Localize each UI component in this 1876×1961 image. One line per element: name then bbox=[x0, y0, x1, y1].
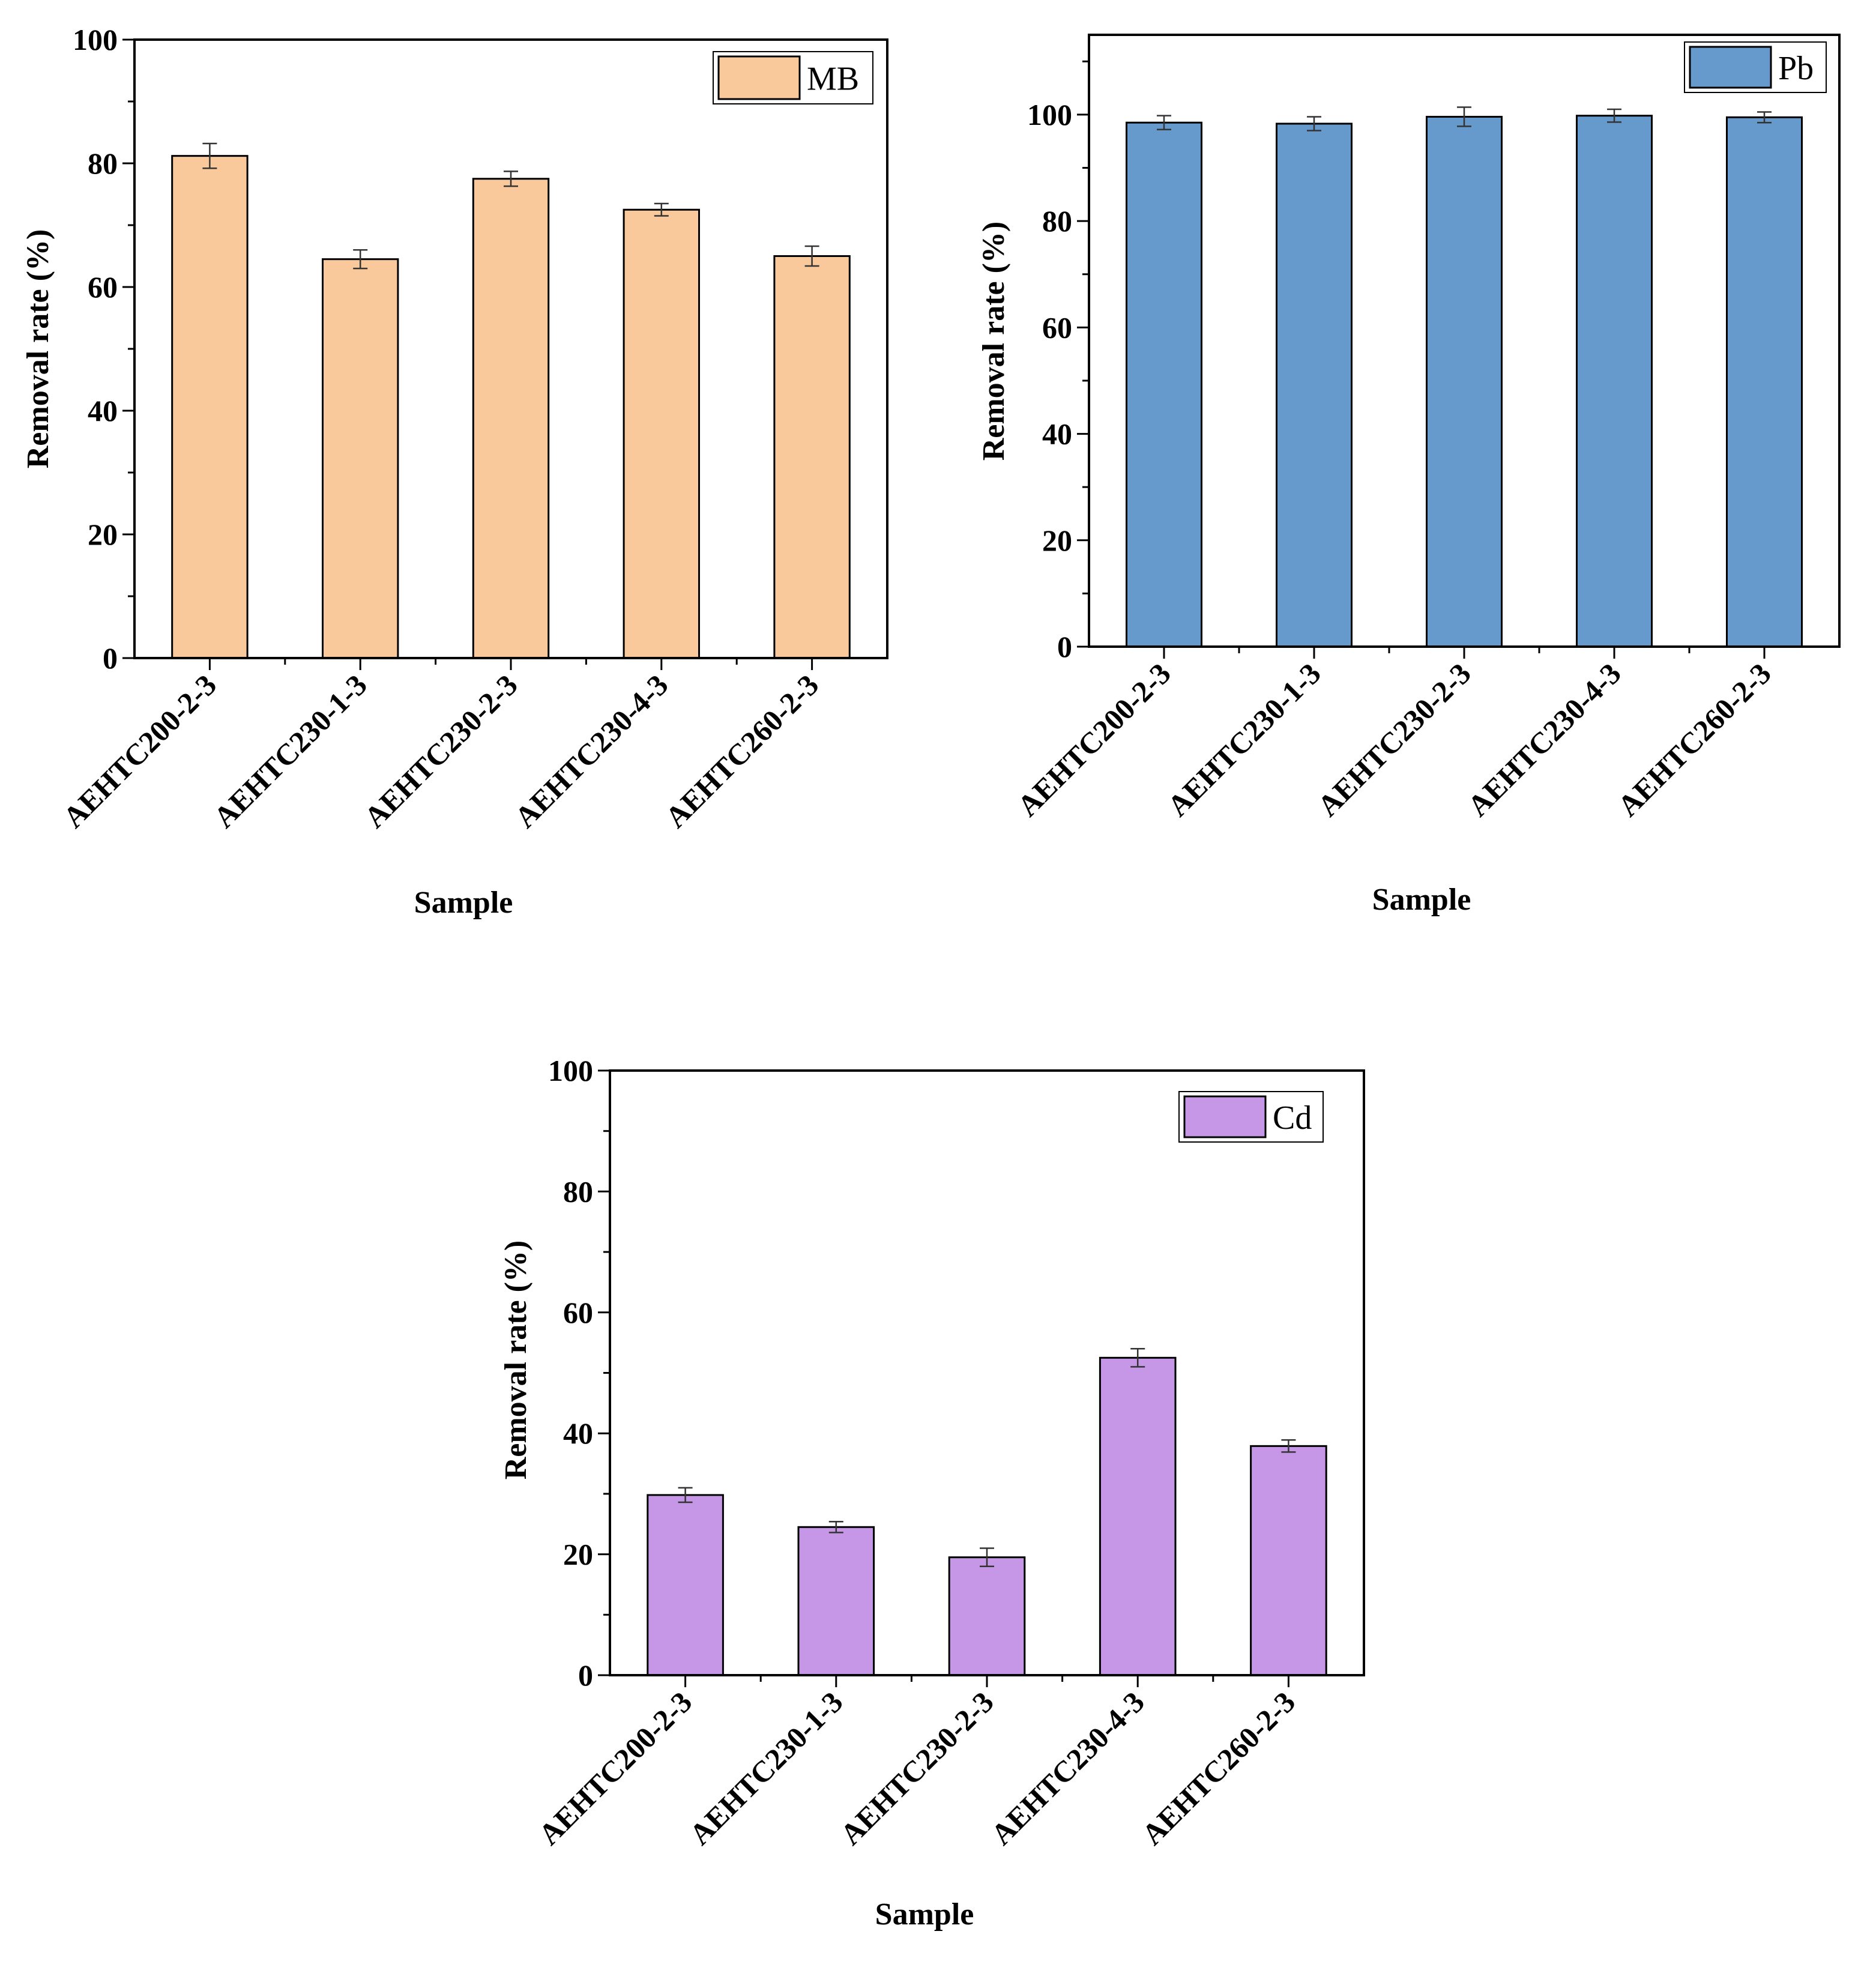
x-tick-label-pb: AEHTC230-4-3 bbox=[1461, 656, 1627, 823]
bar-cd-3 bbox=[948, 1556, 1026, 1676]
error-bar-cd-4 bbox=[1130, 1347, 1145, 1368]
y-tick-label-cd: 20 bbox=[563, 1538, 593, 1571]
bar-pb-4 bbox=[1576, 115, 1653, 648]
error-bar-mb-2 bbox=[353, 249, 368, 270]
x-tick-label-mb: AEHTC260-2-3 bbox=[659, 668, 825, 834]
x-tick-label-mb: AEHTC230-4-3 bbox=[508, 668, 674, 834]
x-tick-label-pb: AEHTC200-2-3 bbox=[1011, 656, 1177, 823]
bar-pb-5 bbox=[1726, 116, 1803, 648]
bar-cd-1 bbox=[647, 1494, 724, 1676]
y-tick-label-pb: 80 bbox=[1042, 204, 1072, 238]
y-tick-label-pb: 0 bbox=[1057, 630, 1072, 663]
x-tick-label-pb: AEHTC230-2-3 bbox=[1311, 656, 1477, 823]
bar-mb-1 bbox=[171, 155, 249, 659]
y-tick-label-pb: 60 bbox=[1042, 310, 1072, 344]
x-tick-label-pb: AEHTC230-1-3 bbox=[1161, 656, 1327, 823]
y-tick-label-cd: 40 bbox=[563, 1416, 593, 1450]
x-tick-label-cd: AEHTC230-4-3 bbox=[985, 1685, 1151, 1851]
legend-swatch-pb bbox=[1689, 46, 1772, 89]
error-bar-cd-5 bbox=[1281, 1439, 1296, 1453]
error-bar-mb-1 bbox=[202, 142, 217, 169]
x-tick-label-pb: AEHTC260-2-3 bbox=[1611, 656, 1778, 823]
error-bar-cd-2 bbox=[828, 1520, 843, 1533]
error-bar-mb-3 bbox=[504, 171, 518, 187]
legend-pb: Pb bbox=[1684, 41, 1827, 93]
x-axis-title-cd: Sample bbox=[875, 1897, 974, 1932]
y-tick-label-cd: 100 bbox=[548, 1054, 593, 1087]
x-tick-label-mb: AEHTC200-2-3 bbox=[56, 668, 223, 834]
x-tick-label-mb: AEHTC230-2-3 bbox=[358, 668, 524, 834]
error-bar-pb-5 bbox=[1757, 111, 1772, 124]
error-bar-cd-1 bbox=[678, 1487, 693, 1503]
y-tick-label-pb: 20 bbox=[1042, 524, 1072, 557]
y-tick-label-mb: 20 bbox=[88, 518, 118, 551]
bar-cd-5 bbox=[1250, 1445, 1327, 1676]
bar-mb-5 bbox=[773, 255, 851, 659]
error-bar-cd-3 bbox=[980, 1547, 994, 1567]
y-axis-title-mb: Removal rate (%) bbox=[21, 229, 55, 469]
y-tick-label-mb: 40 bbox=[88, 394, 118, 428]
legend-swatch-mb bbox=[717, 55, 801, 100]
legend-swatch-cd bbox=[1183, 1095, 1267, 1138]
y-tick-label-cd: 0 bbox=[578, 1658, 593, 1692]
error-bar-mb-5 bbox=[804, 245, 819, 267]
error-bar-pb-1 bbox=[1157, 115, 1171, 130]
bar-mb-3 bbox=[472, 178, 550, 659]
error-bar-mb-4 bbox=[654, 202, 669, 217]
y-axis-title-cd: Removal rate (%) bbox=[499, 1240, 533, 1480]
legend-label-pb: Pb bbox=[1778, 50, 1814, 87]
y-axis-title-pb: Removal rate (%) bbox=[977, 222, 1011, 461]
legend-mb: MB bbox=[713, 51, 873, 104]
x-tick-label-cd: AEHTC260-2-3 bbox=[1135, 1685, 1301, 1851]
bar-cd-4 bbox=[1099, 1356, 1177, 1676]
x-tick-label-mb: AEHTC230-1-3 bbox=[207, 668, 373, 834]
y-tick-label-mb: 0 bbox=[103, 641, 118, 675]
chart-mb: 020406080100AEHTC200-2-3AEHTC230-1-3AEHT… bbox=[21, 23, 888, 920]
x-axis-title-pb: Sample bbox=[1372, 883, 1471, 917]
bar-mb-4 bbox=[623, 208, 700, 659]
x-tick-label-cd: AEHTC200-2-3 bbox=[532, 1685, 698, 1851]
bar-cd-2 bbox=[797, 1526, 875, 1676]
x-tick-label-cd: AEHTC230-1-3 bbox=[683, 1685, 849, 1851]
y-tick-label-mb: 60 bbox=[88, 270, 118, 304]
y-tick-label-mb: 80 bbox=[88, 147, 118, 180]
bar-pb-1 bbox=[1126, 121, 1202, 648]
y-tick-label-cd: 60 bbox=[563, 1296, 593, 1329]
y-tick-label-cd: 80 bbox=[563, 1174, 593, 1208]
bar-pb-2 bbox=[1276, 122, 1353, 648]
legend-cd: Cd bbox=[1178, 1091, 1324, 1143]
y-tick-label-mb: 100 bbox=[73, 23, 118, 56]
y-tick-label-pb: 40 bbox=[1042, 417, 1072, 451]
bar-mb-2 bbox=[322, 258, 399, 659]
legend-label-mb: MB bbox=[807, 61, 859, 98]
chart-cd: 020406080100AEHTC200-2-3AEHTC230-1-3AEHT… bbox=[499, 1054, 1365, 1932]
bar-pb-3 bbox=[1426, 115, 1503, 648]
error-bar-pb-2 bbox=[1307, 116, 1321, 131]
x-axis-title-mb: Sample bbox=[414, 886, 513, 920]
legend-label-cd: Cd bbox=[1273, 1099, 1312, 1137]
chart-pb: 020406080100AEHTC200-2-3AEHTC230-1-3AEHT… bbox=[977, 34, 1841, 917]
x-tick-label-cd: AEHTC230-2-3 bbox=[834, 1685, 1000, 1851]
error-bar-pb-3 bbox=[1457, 106, 1471, 127]
y-tick-label-pb: 100 bbox=[1027, 98, 1072, 131]
error-bar-pb-4 bbox=[1607, 108, 1621, 123]
